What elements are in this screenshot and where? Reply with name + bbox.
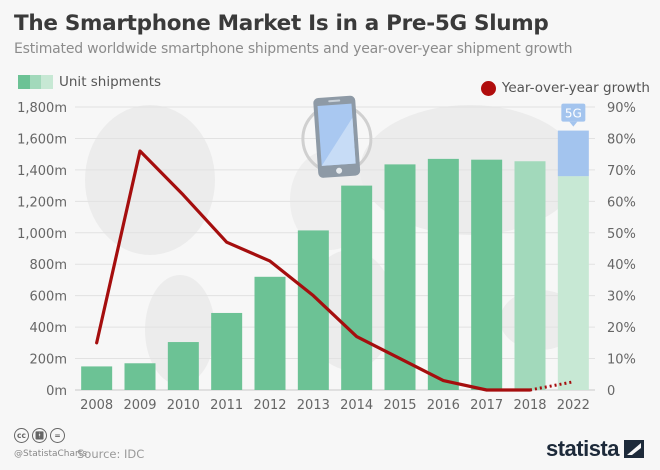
y-right-tick-label: 50% xyxy=(607,227,636,242)
x-tick-label: 2016 xyxy=(427,398,460,413)
cc-icon: cc xyxy=(14,428,29,443)
statista-logo[interactable]: statista xyxy=(546,436,644,462)
bar-unit-shipments xyxy=(211,312,243,390)
statista-handle[interactable]: @StatistaCharts xyxy=(14,449,87,459)
bar-unit-shipments xyxy=(557,176,589,390)
5g-label: 5G xyxy=(565,107,582,121)
y-right-tick-label: 40% xyxy=(607,258,636,273)
smartphone-icon xyxy=(301,95,373,178)
bar-unit-shipments xyxy=(167,342,199,390)
x-tick-label: 2018 xyxy=(513,398,546,413)
bar-unit-shipments xyxy=(514,161,546,390)
bar-unit-shipments xyxy=(384,164,416,390)
growth-line-forecast xyxy=(529,380,574,392)
x-tick-label: 2014 xyxy=(340,398,373,413)
attribution-icon: 🚹︎ xyxy=(32,428,47,443)
bars xyxy=(81,130,589,390)
statista-logo-icon xyxy=(624,440,644,458)
legend-label: Year-over-year growth xyxy=(501,80,650,96)
legend-label: Unit shipments xyxy=(59,74,162,90)
y-right-tick-label: 90% xyxy=(607,101,636,116)
y-right-tick-label: 10% xyxy=(607,353,636,368)
y-right-tick-label: 20% xyxy=(607,321,636,336)
x-tick-label: 2017 xyxy=(470,398,503,413)
x-tick-label: 2010 xyxy=(167,398,200,413)
chart-title: The Smartphone Market Is in a Pre-5G Slu… xyxy=(14,11,549,36)
5g-annotation: 5G xyxy=(561,103,586,127)
x-axis: 2008 2009 2010 2011 2012 2013 2014 2015 2016 2017… xyxy=(80,398,590,413)
bar-5g xyxy=(557,130,589,177)
bar-unit-shipments xyxy=(254,276,286,390)
y-right-tick-label: 30% xyxy=(607,290,636,305)
5g-label-box xyxy=(561,103,586,122)
y-left-tick-label: 400m xyxy=(30,321,67,336)
y-right-tick-label: 70% xyxy=(607,164,636,179)
y-left-tick-label: 0m xyxy=(46,384,67,399)
5g-label-pointer xyxy=(569,121,578,127)
no-derivatives-icon: = xyxy=(50,428,65,443)
x-tick-label: 2015 xyxy=(383,398,416,413)
brand-name: statista xyxy=(545,436,620,461)
source-note: Source: IDC xyxy=(77,447,145,461)
legend-dot-icon xyxy=(480,80,496,96)
growth-line xyxy=(95,149,574,392)
bar-unit-shipments xyxy=(297,230,329,390)
y-right-tick-label: 60% xyxy=(607,195,636,210)
y-left-tick-label: 200m xyxy=(30,353,67,368)
x-tick-label: 2008 xyxy=(80,398,113,413)
cc-license-icons: cc 🚹︎ = xyxy=(14,428,65,443)
y-left-tick-label: 1,400m xyxy=(17,164,67,179)
bar-unit-shipments xyxy=(471,159,503,390)
y-axis-left: 0m 200m 400m 600m 800m 1,000m 1,200m 1,400m 1,60… xyxy=(17,101,67,399)
x-tick-label: 2011 xyxy=(210,398,243,413)
y-left-tick-label: 800m xyxy=(30,258,67,273)
y-axis-right: 0 10% 20% 30% 40% 50% 60% 70% 80% 90% xyxy=(607,101,636,399)
y-left-tick-label: 1,000m xyxy=(17,227,67,242)
bar-unit-shipments xyxy=(341,185,373,390)
bar-unit-shipments xyxy=(427,158,459,390)
legend-swatch-icon xyxy=(18,75,54,89)
y-left-tick-label: 1,600m xyxy=(17,132,67,147)
chart-subtitle: Estimated worldwide smartphone shipments… xyxy=(14,41,573,57)
x-tick-label: 2022 xyxy=(557,398,590,413)
legend-yoy-growth: Year-over-year growth xyxy=(480,80,650,96)
x-tick-label: 2009 xyxy=(123,398,156,413)
legend-unit-shipments: Unit shipments xyxy=(18,74,161,90)
bar-unit-shipments xyxy=(81,366,113,390)
bar-unit-shipments xyxy=(124,363,156,390)
x-tick-label: 2012 xyxy=(253,398,286,413)
y-left-tick-label: 1,800m xyxy=(17,101,67,116)
y-right-tick-label: 80% xyxy=(607,132,636,147)
y-right-tick-label: 0 xyxy=(607,384,615,399)
y-left-tick-label: 1,200m xyxy=(17,195,67,210)
x-tick-label: 2013 xyxy=(297,398,330,413)
y-left-tick-label: 600m xyxy=(30,290,67,305)
